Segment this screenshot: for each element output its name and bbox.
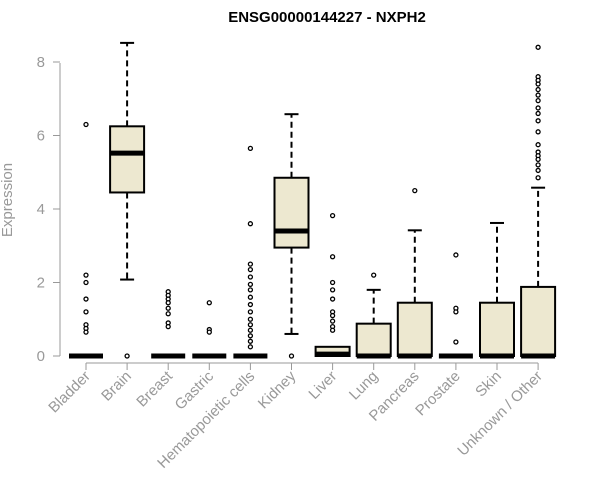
- box-body: [396, 301, 433, 357]
- outlier-point: [535, 44, 541, 50]
- outlier-point: [329, 279, 336, 286]
- outlier-point: [329, 212, 336, 219]
- chart-title: ENSG00000144227 - NXPH2: [228, 9, 426, 26]
- category-label: Skin: [472, 368, 505, 401]
- outlier-point: [535, 167, 541, 174]
- outlier-point: [165, 323, 171, 330]
- outlier-point: [535, 86, 541, 93]
- box-body: [520, 285, 557, 357]
- category-label: Bladder: [45, 368, 94, 417]
- category-label: Prostate: [412, 368, 464, 420]
- box-prostate: [438, 252, 473, 359]
- outlier-point: [165, 311, 171, 317]
- box-unknown-other: [520, 44, 557, 359]
- box-brain: [109, 41, 146, 359]
- outlier-point: [535, 129, 541, 135]
- outlier-point: [247, 266, 254, 273]
- outlier-point: [247, 333, 254, 339]
- outlier-point: [83, 329, 89, 335]
- y-tick-label: 0: [37, 348, 45, 365]
- outlier-point: [247, 344, 254, 350]
- outlier-point: [535, 110, 541, 117]
- outlier-point: [247, 301, 254, 308]
- outlier-point: [453, 309, 459, 315]
- box-body: [273, 176, 310, 249]
- box-pancreas: [396, 187, 433, 359]
- outlier-point: [535, 175, 541, 181]
- box-kidney: [273, 113, 310, 359]
- outlier-point: [206, 300, 212, 306]
- box-body: [109, 125, 146, 194]
- boxes-group: [69, 41, 557, 359]
- box-hematopoietic-cells: [233, 145, 268, 359]
- outlier-point: [453, 339, 459, 345]
- box-bladder: [69, 121, 103, 359]
- outlier-point: [247, 294, 254, 300]
- outlier-point: [329, 296, 336, 302]
- outlier-point: [535, 92, 541, 98]
- category-label: Brain: [98, 368, 135, 405]
- outlier-point: [83, 279, 89, 286]
- outlier-point: [329, 312, 336, 319]
- box-body: [355, 322, 392, 358]
- outlier-point: [206, 329, 212, 335]
- y-axis: 0 2 4 6 8 Expression: [0, 54, 61, 365]
- outlier-point: [247, 338, 254, 344]
- outlier-point: [247, 322, 254, 328]
- outlier-point: [247, 221, 254, 227]
- outlier-point: [247, 261, 254, 267]
- outlier-point: [535, 81, 541, 87]
- outlier-point: [247, 281, 254, 287]
- outlier-point: [83, 309, 89, 315]
- outlier-point: [247, 145, 254, 152]
- box-liver: [314, 212, 351, 357]
- y-tick-label: 8: [37, 54, 45, 71]
- outlier-point: [247, 274, 254, 280]
- outlier-point: [453, 252, 459, 258]
- box-lung: [355, 272, 392, 359]
- outlier-point: [329, 254, 336, 260]
- outlier-point: [535, 156, 541, 163]
- box-breast: [151, 289, 186, 359]
- box-gastric: [192, 300, 227, 359]
- outlier-point: [371, 272, 377, 278]
- outlier-point: [535, 142, 541, 148]
- outlier-point: [247, 287, 254, 293]
- outlier-point: [83, 296, 89, 302]
- outlier-point: [83, 272, 89, 278]
- outlier-point: [412, 187, 418, 194]
- outlier-point: [247, 309, 254, 315]
- outlier-point: [124, 353, 130, 359]
- y-axis-label: Expression: [0, 163, 16, 237]
- outlier-point: [329, 327, 336, 333]
- y-tick-label: 6: [37, 128, 45, 145]
- box-body: [479, 301, 515, 357]
- category-label: Liver: [305, 368, 340, 403]
- category-label: Kidney: [255, 367, 300, 412]
- outlier-point: [535, 97, 541, 104]
- outlier-point: [535, 118, 541, 124]
- outlier-point: [247, 327, 254, 333]
- category-label: Breast: [133, 367, 176, 410]
- outlier-point: [165, 305, 171, 311]
- outlier-point: [247, 316, 254, 322]
- outlier-point: [329, 287, 336, 293]
- outlier-point: [288, 353, 295, 359]
- outlier-point: [329, 318, 336, 324]
- box-skin: [479, 221, 515, 359]
- outlier-point: [535, 105, 541, 111]
- outlier-point: [165, 300, 171, 306]
- outlier-point: [535, 162, 541, 168]
- outlier-point: [83, 121, 89, 128]
- y-tick-label: 4: [37, 201, 45, 218]
- y-tick-label: 2: [37, 275, 45, 292]
- category-label: Lung: [346, 368, 382, 404]
